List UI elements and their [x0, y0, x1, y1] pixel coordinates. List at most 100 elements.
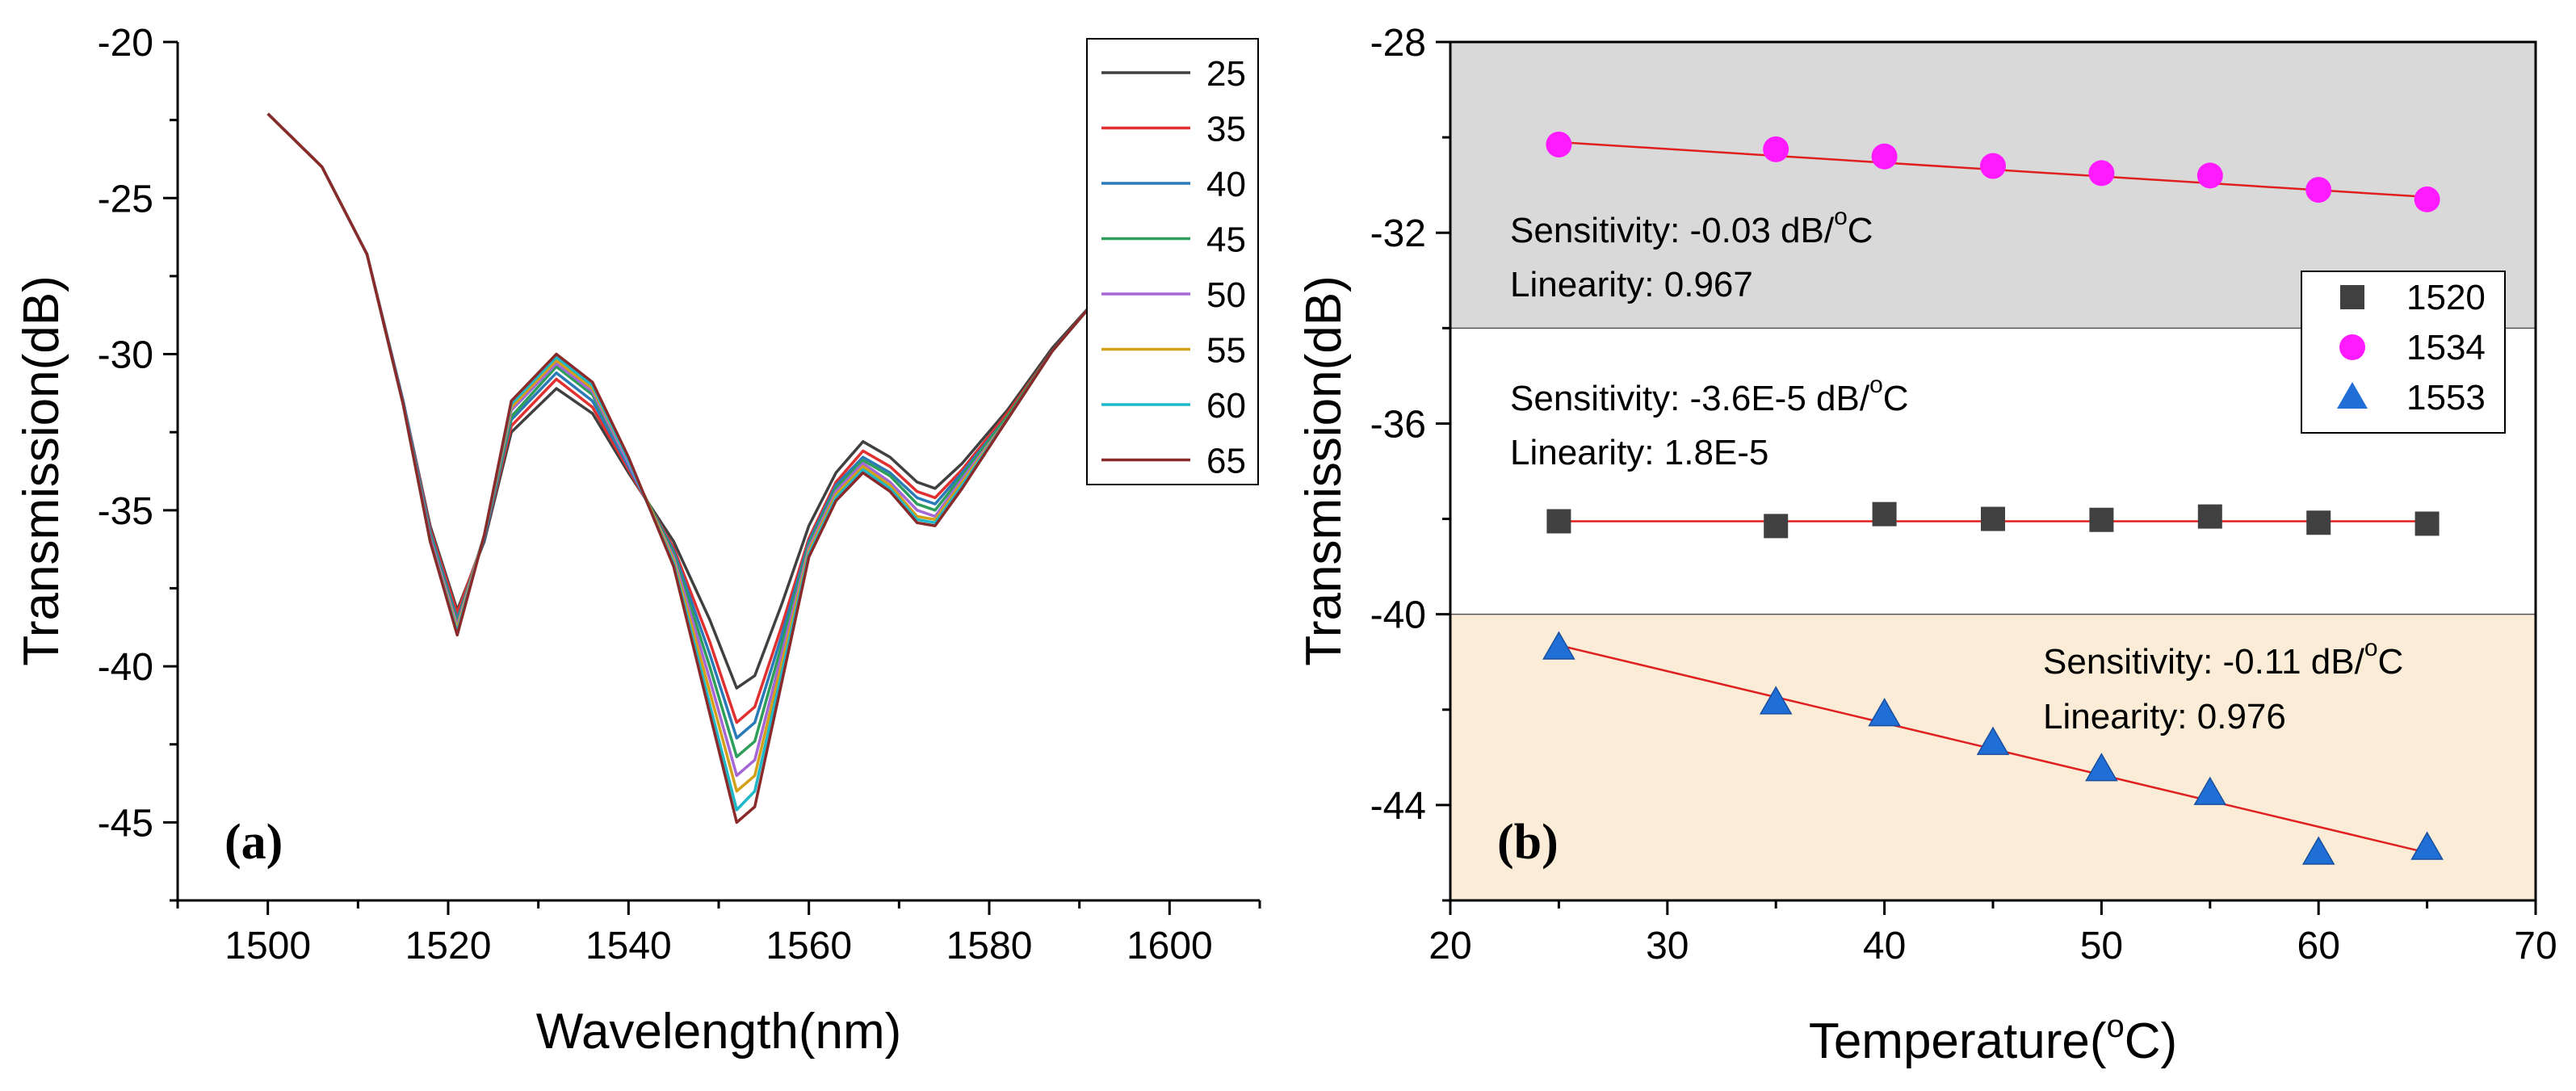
- y-tick-label-b: -28: [1370, 22, 1426, 65]
- panel-label-b: (b): [1497, 815, 1559, 870]
- legend-label-1520: 1520: [2406, 278, 2486, 317]
- y-tick-label-a: -20: [98, 22, 153, 65]
- sensitivity-middle-unit: C: [1883, 379, 1909, 418]
- y-tick-label-b: -44: [1370, 785, 1426, 828]
- x-axis-title-b-sup: o: [2107, 1009, 2125, 1044]
- marker-1520: [1546, 509, 1571, 534]
- markers-b: [1542, 131, 2444, 865]
- marker-1534: [2414, 186, 2440, 212]
- sensitivity-upper-unit: C: [1848, 211, 1873, 250]
- sensitivity-lower-sup: o: [2364, 635, 2378, 661]
- sensitivity-upper: Sensitivity: -0.03 dB/oC: [1510, 204, 1873, 250]
- panel-a: 1500 1520 1540 1560 1580 1600 -45 -40 -35 -30 -25…: [14, 22, 1261, 1060]
- linearity-lower: Linearity: 0.976: [2043, 697, 2286, 736]
- legend-label-1553: 1553: [2406, 378, 2486, 418]
- legend-box-a: [1086, 38, 1259, 485]
- x-tick-label-a: 1540: [585, 925, 672, 967]
- legend-label-55: 55: [1206, 331, 1246, 371]
- marker-1520: [2089, 507, 2114, 532]
- marker-1520: [1764, 514, 1789, 539]
- legend-label-25: 25: [1206, 54, 1246, 94]
- linearity-middle: Linearity: 1.8E-5: [1510, 433, 1768, 472]
- legend-marker-1553: [2337, 382, 2368, 409]
- x-tick-label-b: 50: [2080, 925, 2123, 967]
- x-ticks-a: 1500 1520 1540 1560 1580 1600: [176, 900, 1261, 967]
- marker-1553: [1759, 686, 1793, 715]
- series-line-65: [266, 112, 1099, 825]
- legend-label-1534: 1534: [2406, 328, 2486, 367]
- marker-1553: [1868, 698, 1901, 727]
- x-axis-title-a: Wavelength(nm): [536, 1004, 902, 1060]
- marker-1520: [1981, 506, 2005, 531]
- marker-1534: [1871, 143, 1898, 170]
- x-axis-title-b-main: Temperature(: [1809, 1013, 2107, 1069]
- sensitivity-upper-sup: o: [1834, 204, 1848, 230]
- x-tick-label-b: 20: [1429, 925, 1471, 967]
- x-tick-label-a: 1560: [766, 925, 852, 967]
- marker-1534: [1763, 136, 1789, 162]
- marker-1534: [1546, 131, 1572, 157]
- x-tick-label-a: 1580: [946, 925, 1033, 967]
- sensitivity-upper-text: Sensitivity: -0.03 dB/: [1510, 211, 1835, 250]
- panel-label-a: (a): [224, 815, 283, 870]
- y-tick-label-a: -30: [98, 334, 153, 377]
- x-axis-title-b: Temperature(oC): [1809, 1009, 2177, 1069]
- linearity-upper: Linearity: 0.967: [1510, 265, 1753, 304]
- x-tick-label-a: 1520: [405, 925, 492, 967]
- marker-1534: [2088, 160, 2115, 187]
- legend-label-45: 45: [1206, 220, 1246, 260]
- legend-a: 25 35 40 45 50 55 60 65: [1086, 38, 1259, 485]
- y-ticks-a: -45 -40 -35 -30 -25 -20: [98, 22, 178, 902]
- y-tick-label-b: -40: [1370, 594, 1426, 637]
- sensitivity-lower-unit: C: [2378, 642, 2404, 682]
- legend-label-50: 50: [1206, 275, 1246, 315]
- plot-area-a: [178, 42, 1260, 900]
- y-ticks-b: -44 -40 -36 -32 -28: [1370, 22, 1450, 902]
- panel-b: 20 30 40 50 60 70 -44 -40 -36 -32 -28 Temperature…: [1296, 22, 2557, 1069]
- x-tick-label-b: 70: [2514, 925, 2557, 967]
- marker-1553: [2301, 836, 2335, 865]
- x-tick-label-a: 1600: [1126, 925, 1213, 967]
- y-axis-title-b: Transmission(dB): [1296, 275, 1352, 665]
- marker-1534: [2305, 177, 2332, 204]
- legend-label-40: 40: [1206, 165, 1246, 204]
- marker-1553: [2410, 831, 2444, 860]
- legend-label-35: 35: [1206, 110, 1246, 149]
- sensitivity-middle-text: Sensitivity: -3.6E-5 dB/: [1510, 379, 1870, 418]
- marker-1553: [1976, 726, 2010, 755]
- x-ticks-b: 20 30 40 50 60 70: [1429, 900, 2557, 967]
- legend-b: 1520 1534 1553: [2301, 271, 2506, 434]
- y-tick-label-b: -36: [1370, 403, 1426, 446]
- legend-box-b: [2301, 271, 2506, 434]
- legend-label-60: 60: [1206, 386, 1246, 426]
- marker-1520: [2414, 511, 2440, 536]
- sensitivity-lower: Sensitivity: -0.11 dB/oC: [2043, 635, 2403, 682]
- y-tick-label-a: -45: [98, 802, 153, 845]
- sensitivity-lower-text: Sensitivity: -0.11 dB/: [2043, 642, 2365, 682]
- annotations-b: Sensitivity: -0.03 dB/oC Linearity: 0.96…: [1510, 204, 2403, 736]
- marker-1553: [2085, 753, 2118, 782]
- sensitivity-middle-sup: o: [1869, 371, 1883, 398]
- marker-1553: [1542, 631, 1575, 660]
- y-tick-label-b: -32: [1370, 212, 1426, 255]
- y-axis-title-a: Transmission(dB): [14, 275, 69, 665]
- x-axis-title-b-end: C): [2125, 1013, 2177, 1069]
- series-group-a: [266, 112, 1099, 825]
- legend-marker-1534: [2339, 334, 2365, 360]
- x-tick-label-b: 40: [1863, 925, 1906, 967]
- marker-1534: [2196, 162, 2223, 189]
- legend-marker-1520: [2340, 285, 2364, 309]
- marker-1553: [2193, 776, 2227, 805]
- marker-1520: [1872, 501, 1897, 527]
- y-tick-label-a: -35: [98, 490, 153, 533]
- marker-1520: [2197, 504, 2222, 529]
- x-tick-label-b: 60: [2297, 925, 2340, 967]
- legend-label-65: 65: [1206, 442, 1246, 481]
- marker-1534: [1980, 153, 2006, 179]
- y-tick-label-a: -25: [98, 178, 153, 220]
- x-tick-label-a: 1500: [224, 925, 311, 967]
- x-tick-label-b: 30: [1646, 925, 1689, 967]
- y-tick-label-a: -40: [98, 646, 153, 689]
